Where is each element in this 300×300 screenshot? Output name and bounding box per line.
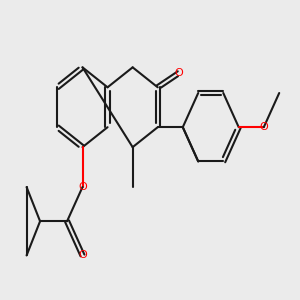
Text: O: O <box>78 250 87 260</box>
Text: O: O <box>175 68 183 78</box>
Text: O: O <box>78 182 87 192</box>
Text: O: O <box>260 122 268 132</box>
